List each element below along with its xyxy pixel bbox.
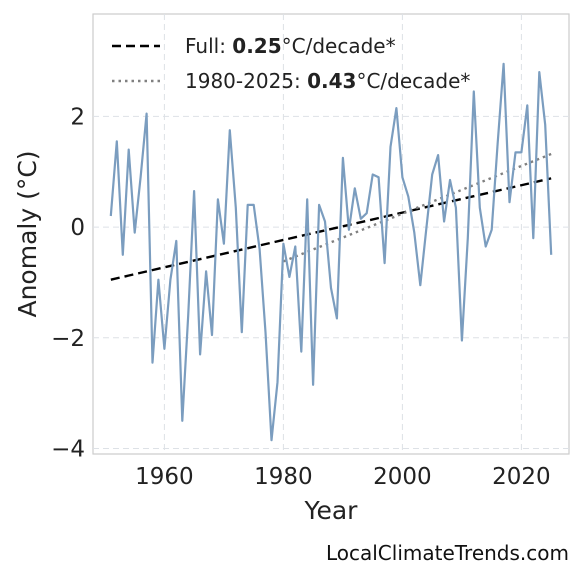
legend-full-suffix: °C/decade* [282,34,396,58]
x-tick-label: 2020 [492,464,551,490]
y-axis-title: Anomaly (°C) [13,150,42,317]
legend-recent-rate: 0.43 [307,69,356,93]
trend-lines [110,152,552,281]
gridlines [93,14,569,454]
legend-recent-suffix: °C/decade* [356,69,470,93]
y-tick-label: −2 [51,326,85,352]
series-lines [109,62,553,442]
legend-full-rate: 0.25 [232,34,281,58]
anomaly-series-line [109,62,553,442]
legend: Full: 0.25°C/decade* 1980-2025: 0.43°C/d… [112,34,470,93]
x-tick-label: 1960 [135,464,194,490]
x-tick-label: 2000 [373,464,432,490]
x-tick-label: 1980 [254,464,313,490]
legend-entry-recent: 1980-2025: 0.43°C/decade* [185,69,470,93]
y-tick-label: 0 [70,215,85,241]
y-tick-label: −4 [51,436,85,462]
legend-recent-prefix: 1980-2025: [185,69,307,93]
legend-full-prefix: Full: [185,34,232,58]
trend-line-full [110,177,552,281]
credit-text: LocalClimateTrends.com [326,541,569,565]
trend-line-recent [282,152,552,263]
x-axis-title: Year [304,496,359,525]
tick-labels: 1960 1980 2000 2020 −4 −2 0 2 [51,104,551,490]
legend-entry-full: Full: 0.25°C/decade* [185,34,396,58]
y-tick-label: 2 [70,104,85,130]
